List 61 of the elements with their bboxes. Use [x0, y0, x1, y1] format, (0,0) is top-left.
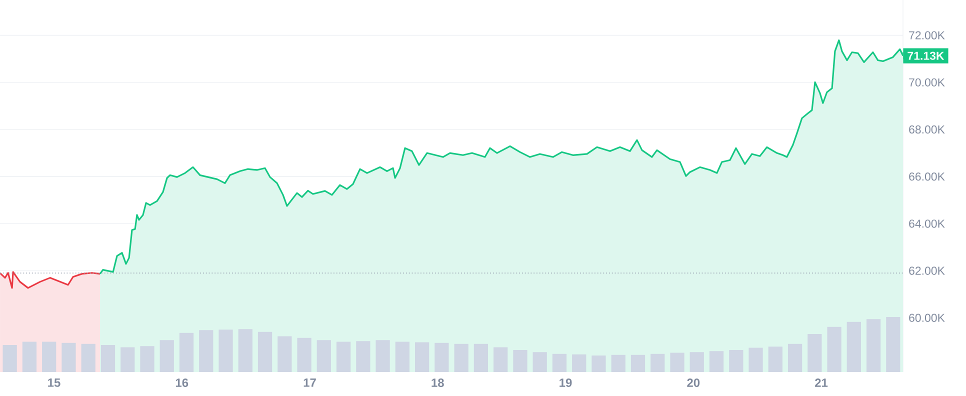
y-tick-label: 64.00K — [909, 220, 945, 228]
x-tick-label: 20 — [687, 378, 700, 388]
bar — [22, 342, 37, 372]
bar — [2, 345, 17, 372]
bar — [120, 347, 135, 372]
bar — [552, 354, 567, 372]
bar — [395, 342, 410, 372]
bar — [494, 347, 508, 372]
bar — [356, 341, 370, 372]
bar — [258, 332, 272, 372]
x-tick-label: 16 — [176, 378, 188, 388]
bar — [748, 348, 763, 372]
y-tick-label: 62.00K — [909, 266, 945, 275]
bar — [572, 354, 586, 372]
bar — [788, 344, 802, 372]
x-tick-label: 21 — [815, 378, 828, 387]
y-tick-label: 70.00K — [909, 78, 945, 86]
bar — [846, 322, 861, 372]
bar — [297, 338, 312, 372]
bar — [729, 350, 744, 372]
x-tick-label: 17 — [304, 378, 316, 387]
bar — [650, 354, 665, 372]
bar — [100, 345, 116, 372]
bar — [62, 342, 76, 372]
bar — [808, 334, 822, 372]
bar — [827, 326, 842, 372]
bar — [434, 342, 449, 372]
y-tick-label: 72.00K — [909, 31, 945, 40]
bar — [218, 330, 233, 372]
bar — [316, 340, 331, 372]
bar — [768, 346, 782, 372]
bar — [376, 340, 390, 372]
y-tick-label: 66.00K — [909, 172, 945, 181]
y-tick-label: 60.00K — [909, 314, 945, 322]
annotation: 71.13K — [908, 52, 944, 60]
bar — [611, 354, 626, 372]
bar — [140, 346, 154, 372]
bar — [474, 344, 488, 372]
bar — [709, 351, 724, 372]
bar — [690, 352, 704, 372]
bar — [415, 342, 430, 372]
bar — [513, 350, 528, 372]
bar — [630, 354, 646, 372]
x-tick-label: 19 — [560, 378, 572, 388]
bar — [886, 316, 900, 372]
y-tick-label: 68.00K — [909, 125, 945, 134]
bar — [278, 336, 292, 372]
bar — [336, 342, 351, 372]
bar — [179, 332, 194, 372]
bar — [42, 342, 56, 372]
x-tick-label: 18 — [432, 378, 444, 388]
bar — [199, 330, 214, 372]
x-tick-label: 15 — [48, 378, 60, 387]
bar — [238, 329, 252, 372]
bar — [81, 344, 96, 372]
bar — [592, 355, 606, 372]
bar — [454, 344, 468, 372]
bar — [866, 319, 881, 372]
bar — [160, 340, 174, 372]
bar — [670, 352, 684, 372]
bar — [532, 352, 547, 372]
